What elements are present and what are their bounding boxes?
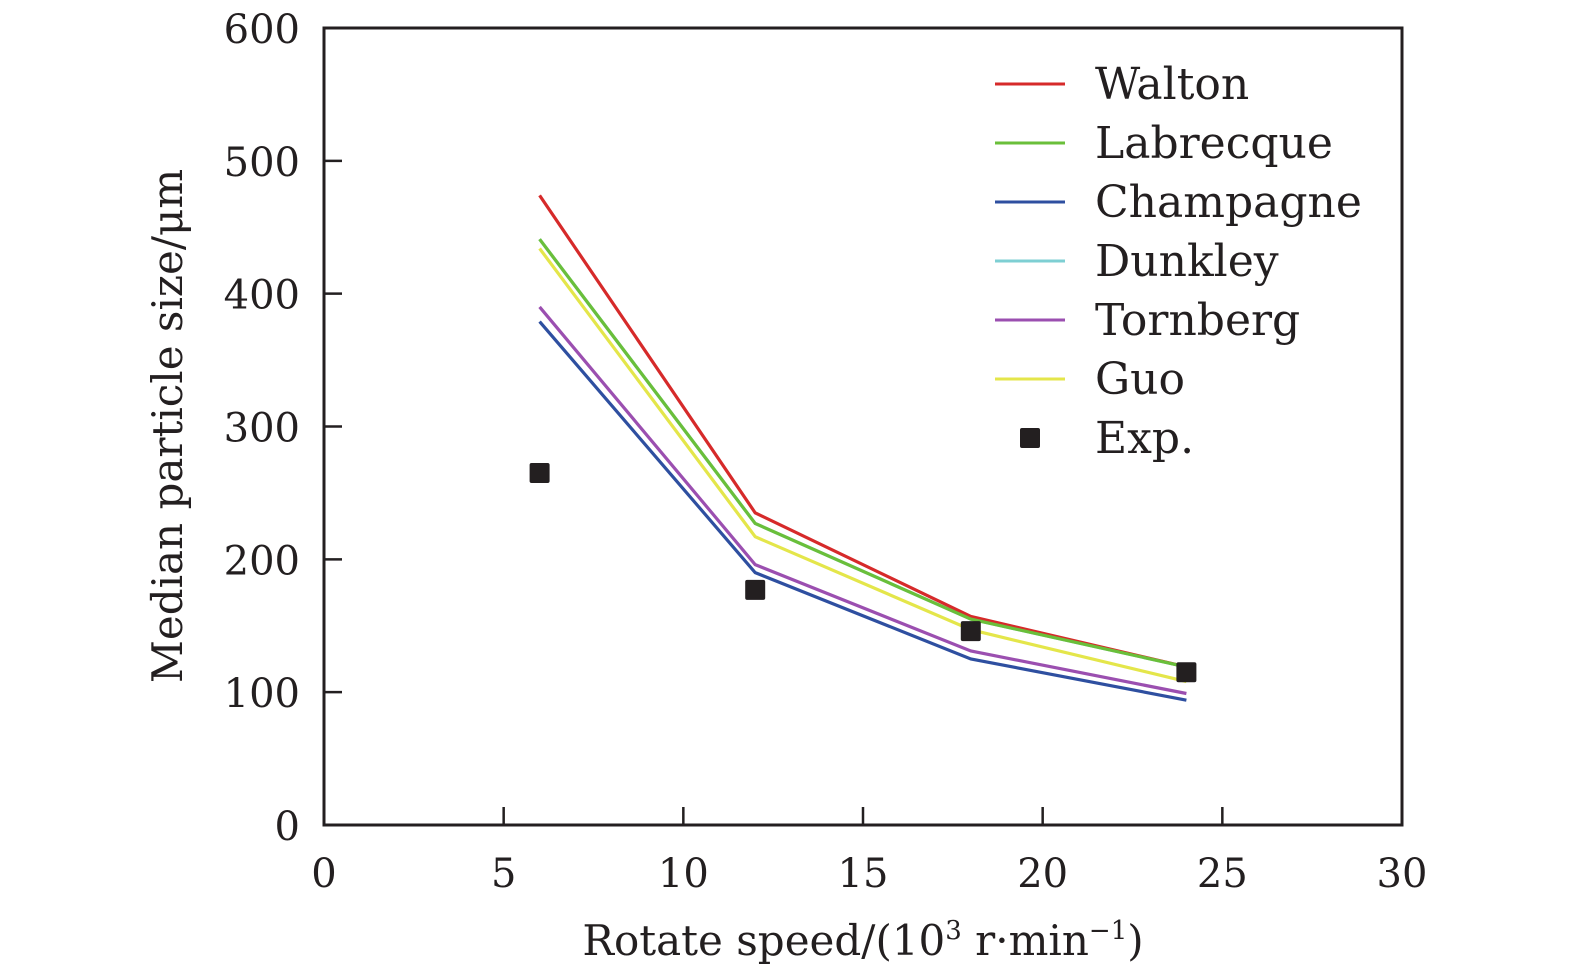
- legend-item-labrecque: Labrecque: [995, 118, 1333, 169]
- series-line-walton: [538, 194, 1187, 669]
- series-line-dunkley: [538, 238, 1187, 669]
- legend: Walton Labrecque Champagne Dunkley Tornberg G…: [995, 59, 1362, 464]
- legend-item-champagne: Champagne: [995, 177, 1362, 228]
- series-dunkley: [538, 238, 1187, 669]
- legend-item-exp: Exp.: [1020, 413, 1194, 464]
- x-axis-title-sup1: 3: [945, 916, 962, 946]
- series-layer: [529, 194, 1197, 702]
- x-tick-label: 5: [491, 851, 516, 897]
- exp-data-point: [745, 579, 766, 600]
- legend-item-dunkley: Dunkley: [995, 236, 1279, 287]
- y-tick-label: 200: [224, 538, 300, 584]
- legend-item-walton: Walton: [995, 59, 1249, 110]
- legend-label: Exp.: [1095, 413, 1194, 464]
- y-tick-label: 500: [224, 140, 300, 186]
- x-axis-title-main: Rotate speed/(10: [582, 916, 945, 965]
- legend-label: Labrecque: [1095, 118, 1333, 169]
- x-axis-title-mid: r·min: [962, 916, 1089, 965]
- x-tick-label: 20: [1017, 851, 1068, 897]
- y-tick-label: 300: [224, 406, 300, 452]
- legend-label: Guo: [1095, 354, 1185, 405]
- series-walton: [538, 194, 1187, 669]
- legend-label: Walton: [1095, 59, 1249, 110]
- x-tick-label: 0: [311, 851, 336, 897]
- series-line-champagne: [538, 320, 1187, 702]
- x-axis-title-end: ): [1127, 916, 1143, 965]
- legend-label: Dunkley: [1095, 236, 1279, 287]
- x-tick-label: 30: [1377, 851, 1428, 897]
- series-champagne: [538, 320, 1187, 702]
- series-line-tornberg: [538, 305, 1187, 696]
- exp-data-point: [960, 621, 981, 642]
- x-axis-title: Rotate speed/(103 r·min−1): [582, 916, 1143, 965]
- exp-data-point: [529, 462, 550, 483]
- series-labrecque: [538, 238, 1187, 669]
- y-tick-label: 100: [224, 671, 300, 717]
- legend-swatch: [1020, 428, 1040, 448]
- x-tick-label: 15: [838, 851, 889, 897]
- series-tornberg: [538, 305, 1187, 696]
- series-line-labrecque: [538, 238, 1187, 669]
- y-tick-label: 600: [224, 7, 300, 53]
- series-line-guo: [538, 247, 1187, 684]
- x-tick-label: 25: [1197, 851, 1248, 897]
- legend-item-tornberg: Tornberg: [995, 295, 1300, 346]
- legend-label: Champagne: [1095, 177, 1362, 228]
- y-tick-label: 400: [224, 273, 300, 319]
- legend-label: Tornberg: [1095, 295, 1300, 346]
- y-tick-label: 0: [275, 804, 300, 850]
- exp-data-point: [1176, 662, 1197, 683]
- x-axis-title-sup2: −1: [1089, 916, 1127, 946]
- series-exp: [529, 462, 1197, 683]
- x-tick-label: 10: [658, 851, 709, 897]
- series-guo: [538, 247, 1187, 684]
- legend-item-guo: Guo: [995, 354, 1185, 405]
- y-axis-title: Median particle size/μm: [143, 169, 192, 683]
